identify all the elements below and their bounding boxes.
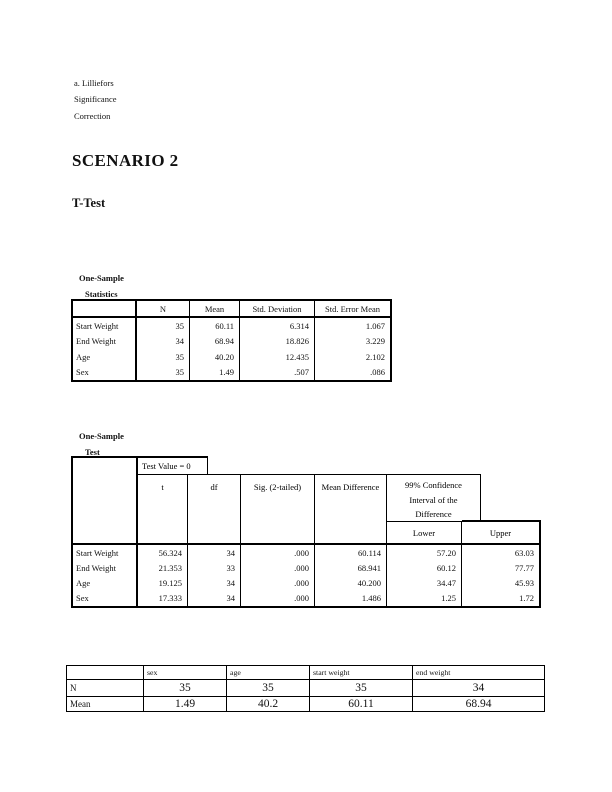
summary-corner-cell	[67, 666, 144, 680]
stats-row-label: Age	[73, 349, 137, 365]
one-sample-test-caption: One-Sample Test	[79, 428, 124, 460]
stats-row-label: Sex	[73, 364, 137, 380]
test-cell: 34.47	[387, 575, 462, 591]
test-cell: 34	[188, 575, 241, 591]
stats-cell: 35	[137, 318, 190, 334]
stats-cell: 34	[137, 333, 190, 349]
stats-cell: 60.11	[190, 318, 240, 334]
summary-cell: 34	[413, 680, 544, 697]
test-row-label: Age	[71, 575, 138, 591]
test-cell: 77.77	[462, 560, 541, 576]
summary-cell: 35	[310, 680, 413, 697]
stats-cell: 40.20	[190, 349, 240, 365]
test-cell: 57.20	[387, 545, 462, 561]
caption-line: Statistics	[85, 289, 118, 299]
test-corner-cell	[71, 456, 138, 543]
summary-cell: 60.11	[310, 697, 413, 711]
summary-cell: 40.2	[227, 697, 310, 711]
summary-table: sex age start weight end weight N 35 35 …	[66, 665, 545, 712]
stats-col-header: N	[137, 301, 190, 318]
summary-cell: 35	[144, 680, 227, 697]
test-cell: 40.200	[315, 575, 387, 591]
test-data-grid: Start Weight 56.324 34 .000 60.114 57.20…	[71, 545, 541, 606]
t-test-heading: T-Test	[72, 196, 106, 210]
stats-corner-cell	[73, 301, 137, 318]
ci-upper-header: Upper	[462, 520, 541, 543]
test-cell: 33	[188, 560, 241, 576]
one-sample-statistics-table: N Mean Std. Deviation Std. Error Mean St…	[71, 299, 392, 382]
test-cell: 1.25	[387, 590, 462, 606]
test-col-header: t	[138, 474, 188, 543]
summary-col-header: end weight	[413, 666, 544, 680]
test-col-header: df	[188, 474, 241, 543]
stats-cell: 68.94	[190, 333, 240, 349]
test-cell: 45.93	[462, 575, 541, 591]
summary-row-label: Mean	[67, 697, 144, 711]
confidence-interval-header: 99% Confidence Interval of the Differenc…	[387, 474, 481, 522]
test-cell: .000	[241, 560, 315, 576]
ci-header-line: Difference	[415, 509, 452, 519]
one-sample-test-table: Test Value = 0 t df Sig. (2-tailed) Mean…	[71, 456, 541, 608]
test-col-header: Sig. (2-tailed)	[241, 474, 315, 543]
footnote-line-2: Significance	[74, 94, 117, 105]
ci-header-line: Interval of the	[409, 494, 458, 505]
stats-row-label: End Weight	[73, 333, 137, 349]
summary-col-header: start weight	[310, 666, 413, 680]
test-value-header: Test Value = 0	[138, 456, 208, 474]
summary-cell: 35	[227, 680, 310, 697]
test-col-header: Mean Difference	[315, 474, 387, 543]
stats-cell: 2.102	[365, 351, 385, 362]
test-row-label: End Weight	[71, 560, 138, 576]
stats-cell: 1.49	[190, 364, 240, 380]
summary-cell: 68.94	[465, 698, 492, 710]
stats-cell: 35	[137, 364, 190, 380]
stats-cell: 6.314	[240, 318, 315, 334]
caption-line: Test	[85, 447, 100, 457]
one-sample-statistics-caption: One-Sample Statistics	[79, 270, 124, 302]
stats-cell: 35	[137, 349, 190, 365]
test-cell: 68.941	[315, 560, 387, 576]
ci-lower-header: Lower	[387, 522, 462, 543]
scenario-2-heading: SCENARIO 2	[72, 151, 179, 170]
caption-line: One-Sample	[79, 273, 124, 283]
caption-line: One-Sample	[79, 431, 124, 441]
summary-col-header: sex	[144, 666, 227, 680]
footnote-line-1: a. Lilliefors	[74, 78, 114, 88]
stats-cell: 3.229	[365, 336, 385, 347]
stats-cell: 1.067	[365, 320, 385, 331]
test-cell: 1.486	[315, 590, 387, 606]
test-cell: 21.353	[138, 560, 188, 576]
header-separator-rule	[71, 543, 541, 545]
test-cell: 63.03	[462, 545, 541, 561]
test-cell: .000	[241, 575, 315, 591]
test-cell: 34	[188, 545, 241, 561]
summary-row-label: N	[67, 680, 144, 697]
summary-col-header: age	[227, 666, 310, 680]
lilliefors-footnote: a. Lilliefors Significance Correction	[74, 75, 116, 124]
footnote-line-3: Correction	[74, 110, 111, 121]
stats-cell: .507	[240, 364, 315, 380]
test-cell: 60.12	[387, 560, 462, 576]
stats-cell: .086	[370, 367, 385, 378]
test-cell: 19.125	[138, 575, 188, 591]
test-cell: 34	[188, 590, 241, 606]
stats-row-label: Start Weight	[73, 318, 137, 334]
stats-col-header: Std. Deviation	[240, 301, 315, 318]
test-cell: 17.333	[138, 590, 188, 606]
test-cell: 60.114	[315, 545, 387, 561]
stats-col-header: Mean	[190, 301, 240, 318]
table-bottom-rule	[71, 606, 541, 608]
test-row-label: Start Weight	[71, 545, 138, 561]
ci-header-line: 99% Confidence	[405, 480, 462, 490]
test-cell: .000	[241, 590, 315, 606]
test-cell: 56.324	[138, 545, 188, 561]
test-cell: 1.72	[462, 590, 541, 606]
test-cell: .000	[241, 545, 315, 561]
stats-col-header: Std. Error Mean	[315, 301, 390, 318]
summary-cell: 1.49	[144, 697, 227, 711]
test-row-label: Sex	[71, 590, 138, 606]
stats-cell: 12.435	[240, 349, 315, 365]
stats-cell: 18.826	[240, 333, 315, 349]
